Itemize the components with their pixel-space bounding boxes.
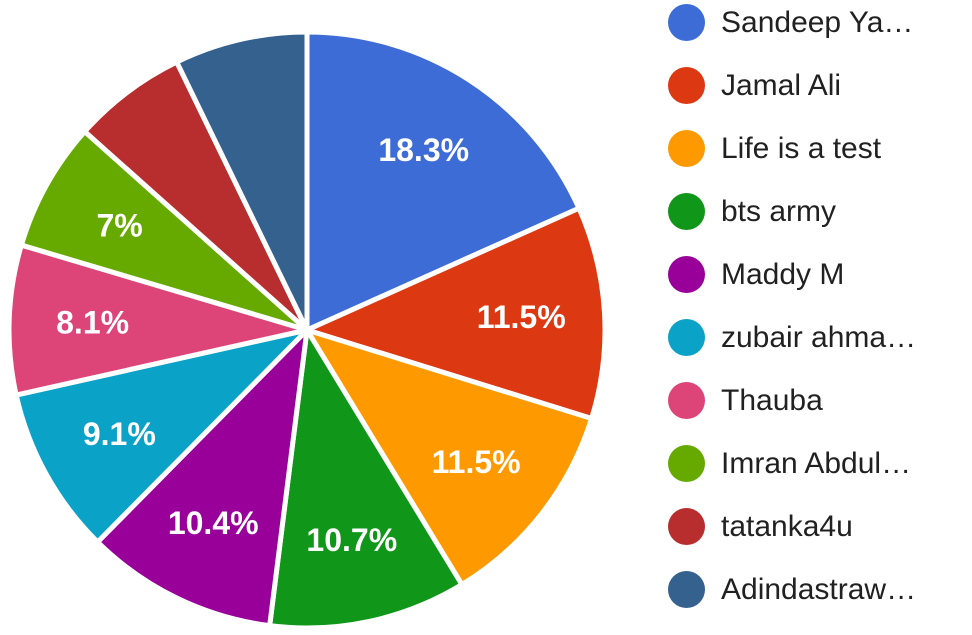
legend-label: zubair ahma… <box>721 320 917 354</box>
legend-color-swatch <box>668 130 705 167</box>
slice-percent-label-6: 8.1% <box>56 305 129 341</box>
legend-label: Adindastraw… <box>721 572 917 606</box>
pie-slice-2 <box>304 327 595 588</box>
legend-color-swatch <box>668 193 705 230</box>
pie-slice-5 <box>13 327 310 545</box>
legend-label: tatanka4u <box>721 509 853 543</box>
slice-percent-label-5: 9.1% <box>83 416 156 452</box>
legend-item-3: bts army <box>668 180 916 243</box>
legend-item-7: Imran Abdul… <box>668 432 916 495</box>
slice-percent-label-1: 11.5% <box>477 299 566 335</box>
legend-color-swatch <box>668 256 705 293</box>
legend-color-swatch <box>668 319 705 356</box>
legend-item-4: Maddy M <box>668 243 916 306</box>
legend-item-6: Thauba <box>668 369 916 432</box>
slice-percent-label-3: 10.7% <box>306 522 397 558</box>
pie-slice-1 <box>304 205 608 422</box>
legend-item-0: Sandeep Ya… <box>668 0 916 54</box>
legend-item-1: Jamal Ali <box>668 54 916 117</box>
legend-label: Imran Abdul… <box>721 446 912 480</box>
slice-percent-label-4: 10.4% <box>168 505 259 541</box>
legend-label: Life is a test <box>721 131 882 165</box>
legend-item-5: zubair ahma… <box>668 306 916 369</box>
pie-slice-6 <box>6 242 310 398</box>
pie-slice-4 <box>95 327 310 629</box>
legend-color-swatch <box>668 508 705 545</box>
slice-percent-label-2: 11.5% <box>432 444 521 480</box>
pie-slice-3 <box>267 327 465 631</box>
chart-legend: Sandeep Ya… Jamal Ali Life is a test bts ar… <box>668 0 916 621</box>
slice-percent-label-7: 7% <box>96 208 142 244</box>
slice-percent-label-0: 18.3% <box>378 132 469 168</box>
legend-label: Sandeep Ya… <box>721 5 914 39</box>
pie-slice-7 <box>18 129 310 333</box>
legend-color-swatch <box>668 382 705 419</box>
legend-color-swatch <box>668 445 705 482</box>
pie-slice-0 <box>304 29 582 333</box>
legend-color-swatch <box>668 571 705 608</box>
legend-label: Jamal Ali <box>721 68 842 102</box>
legend-label: bts army <box>721 194 837 228</box>
legend-item-2: Life is a test <box>668 117 916 180</box>
legend-color-swatch <box>668 4 705 41</box>
legend-item-8: tatanka4u <box>668 495 916 558</box>
legend-label: Maddy M <box>721 257 845 291</box>
legend-label: Thauba <box>721 383 823 417</box>
pie-slice-9 <box>174 29 310 333</box>
legend-item-9: Adindastraw… <box>668 558 916 621</box>
pie-chart: 18.3% 11.5% 11.5% 10.7% 10.4% 9.1% 8.1% 7% <box>6 29 608 631</box>
legend-color-swatch <box>668 67 705 104</box>
